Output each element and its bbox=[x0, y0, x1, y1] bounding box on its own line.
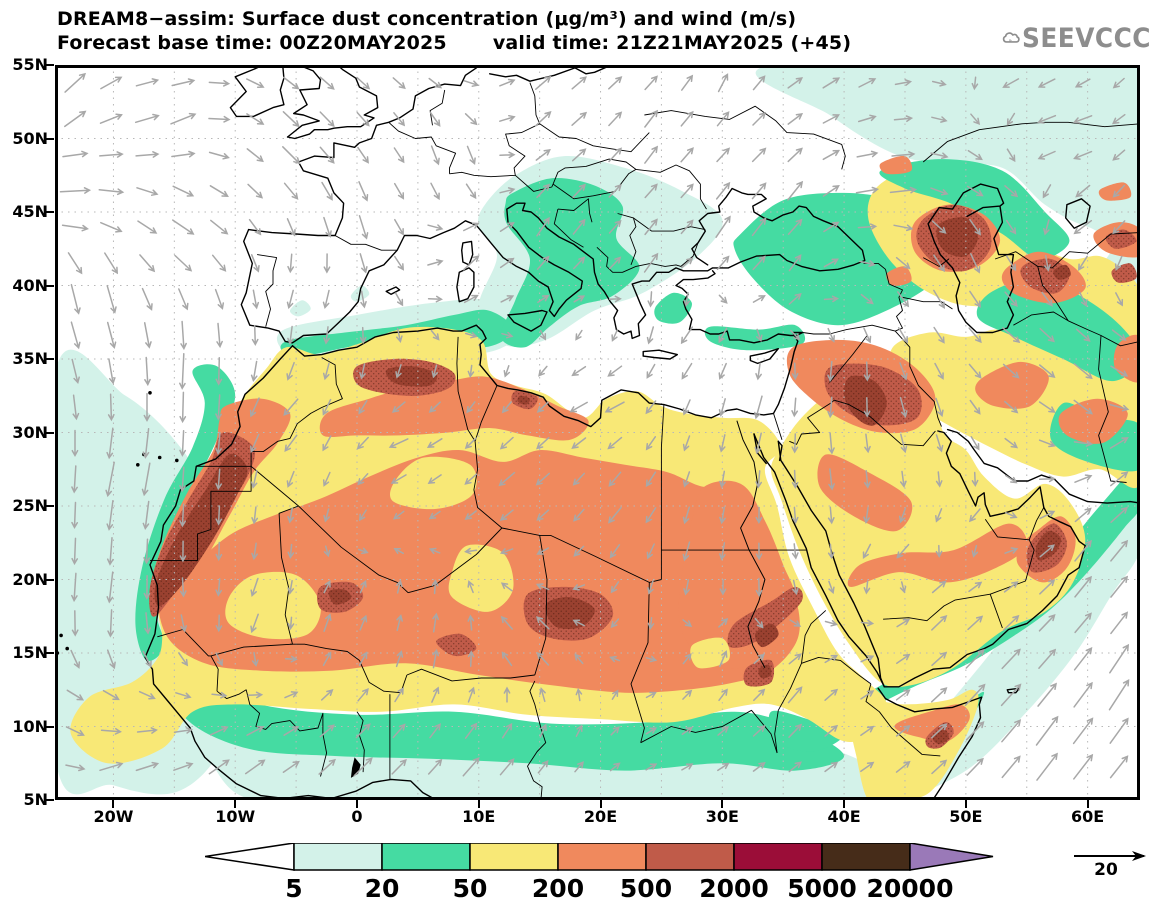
lat-tick-mark bbox=[46, 137, 54, 140]
lon-tick-mark bbox=[843, 800, 846, 808]
lat-tick-mark bbox=[46, 505, 54, 507]
lon-axis-label: 10W bbox=[215, 807, 256, 826]
colorbar-level-label: 20 bbox=[364, 874, 400, 903]
lat-axis-label: 15N bbox=[12, 643, 48, 662]
cloud-logo-icon: » bbox=[1002, 32, 1020, 44]
lon-axis-label: 20W bbox=[93, 807, 134, 826]
logo-text: SEEVCCC bbox=[1021, 22, 1151, 54]
lon-axis-label: 30E bbox=[705, 807, 739, 826]
lat-tick-mark bbox=[46, 578, 54, 581]
map-canvas bbox=[55, 65, 1140, 800]
lon-tick-mark bbox=[477, 800, 480, 808]
lat-tick-mark bbox=[46, 284, 54, 287]
lat-axis-label: 5N bbox=[23, 790, 48, 809]
lat-axis-label: 30N bbox=[12, 422, 48, 442]
lat-axis-label: 35N bbox=[12, 349, 48, 368]
lat-axis-label: 55N bbox=[12, 55, 48, 74]
lon-tick-mark bbox=[964, 800, 967, 808]
valid-time: valid time: 21Z21MAY2025 (+45) bbox=[492, 32, 852, 54]
lat-axis-label: 10N bbox=[12, 716, 48, 736]
colorbar-level-label: 2000 bbox=[699, 874, 769, 903]
lat-tick-mark bbox=[46, 431, 54, 434]
lat-tick-mark bbox=[46, 358, 54, 360]
lat-axis-label: 45N bbox=[12, 202, 48, 221]
lon-tick-mark bbox=[721, 800, 724, 808]
colorbar-level-label: 200 bbox=[531, 874, 585, 903]
lon-tick-mark bbox=[355, 800, 358, 808]
lon-tick-mark bbox=[1086, 800, 1089, 808]
lat-axis-label: 25N bbox=[12, 496, 48, 515]
cloud-chevrons: » bbox=[1009, 38, 1012, 44]
colorbar-level-label: 5000 bbox=[787, 874, 857, 903]
colorbar-level-label: 50 bbox=[452, 874, 488, 903]
lon-axis-label: 10E bbox=[462, 807, 496, 826]
lat-axis-label: 50N bbox=[12, 128, 48, 148]
lon-tick-mark bbox=[234, 800, 237, 808]
lat-tick-mark bbox=[46, 652, 54, 654]
map-title: DREAM8−assim: Surface dust concentration… bbox=[57, 8, 797, 30]
lat-tick-mark bbox=[46, 725, 54, 728]
lon-tick-mark bbox=[599, 800, 602, 808]
lat-axis-label: 40N bbox=[12, 275, 48, 295]
lat-tick-mark bbox=[46, 211, 54, 213]
lon-axis-label: 20E bbox=[583, 807, 618, 826]
map-subtitle: Forecast base time: 00Z20MAY2025 valid ti… bbox=[57, 32, 851, 54]
seevccc-logo: » SEEVCCC bbox=[1002, 14, 1162, 62]
lat-axis-label: 20N bbox=[12, 569, 48, 589]
lon-axis-label: 50E bbox=[949, 807, 983, 826]
forecast-base-time: Forecast base time: 00Z20MAY2025 bbox=[57, 32, 447, 54]
lat-tick-mark bbox=[46, 64, 54, 66]
lon-axis-label: 0 bbox=[351, 807, 363, 826]
lat-tick-mark bbox=[46, 799, 54, 801]
lon-tick-mark bbox=[112, 800, 115, 808]
colorbar-level-label: 20000 bbox=[866, 874, 954, 903]
lon-axis-label: 40E bbox=[827, 807, 861, 826]
colorbar-level-label: 500 bbox=[619, 874, 673, 903]
dust-map bbox=[55, 65, 1140, 800]
colorbar-level-label: 5 bbox=[285, 874, 303, 903]
lon-axis-label: 60E bbox=[1071, 807, 1105, 826]
wind-reference-arrow bbox=[1074, 851, 1146, 861]
wind-reference-value: 20 bbox=[1094, 860, 1118, 880]
colorbar bbox=[205, 843, 994, 871]
